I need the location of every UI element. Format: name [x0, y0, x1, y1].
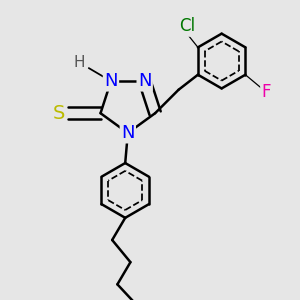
Text: N: N	[121, 124, 135, 142]
Text: Cl: Cl	[179, 17, 196, 35]
Text: H: H	[74, 56, 85, 70]
Text: S: S	[52, 104, 65, 123]
Text: N: N	[104, 72, 118, 90]
Text: F: F	[262, 83, 271, 101]
Text: N: N	[138, 72, 152, 90]
